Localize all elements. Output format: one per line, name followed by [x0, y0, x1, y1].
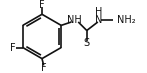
Text: NH: NH: [67, 15, 82, 25]
Text: F: F: [39, 0, 45, 10]
Text: NH₂: NH₂: [117, 15, 136, 25]
Text: S: S: [84, 38, 90, 48]
Text: N: N: [95, 15, 102, 25]
Text: F: F: [41, 63, 46, 73]
Text: H: H: [95, 7, 102, 17]
Text: F: F: [10, 43, 15, 53]
